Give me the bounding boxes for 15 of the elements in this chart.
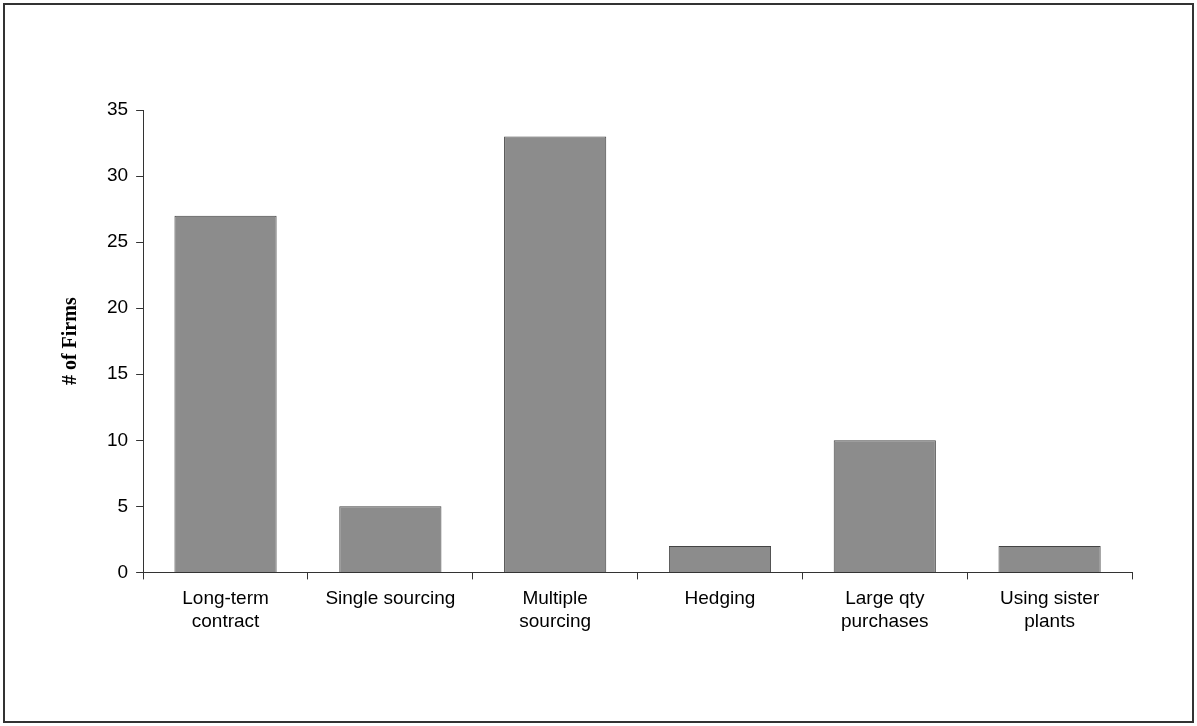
y-axis-title: # of Firms <box>58 297 81 386</box>
y-tick-label: 0 <box>117 560 129 582</box>
y-tick-label: 35 <box>106 98 129 120</box>
y-tick-label: 15 <box>106 362 129 384</box>
x-tick-label: Using sister plants <box>999 587 1100 631</box>
x-tick-label: Single sourcing <box>325 587 456 609</box>
y-tick-label: 30 <box>106 164 129 186</box>
y-tick-label: 10 <box>106 428 129 450</box>
x-tick-label: Large qty purchases <box>840 587 929 631</box>
x-tick-label: Long-term contract <box>182 587 269 631</box>
y-tick-label: 20 <box>106 296 129 318</box>
x-tick-label: Multiple sourcing <box>519 587 592 631</box>
y-tick-label: 25 <box>106 230 129 252</box>
y-tick-label: 5 <box>117 494 129 516</box>
x-tick-label: Hedging <box>684 587 756 609</box>
